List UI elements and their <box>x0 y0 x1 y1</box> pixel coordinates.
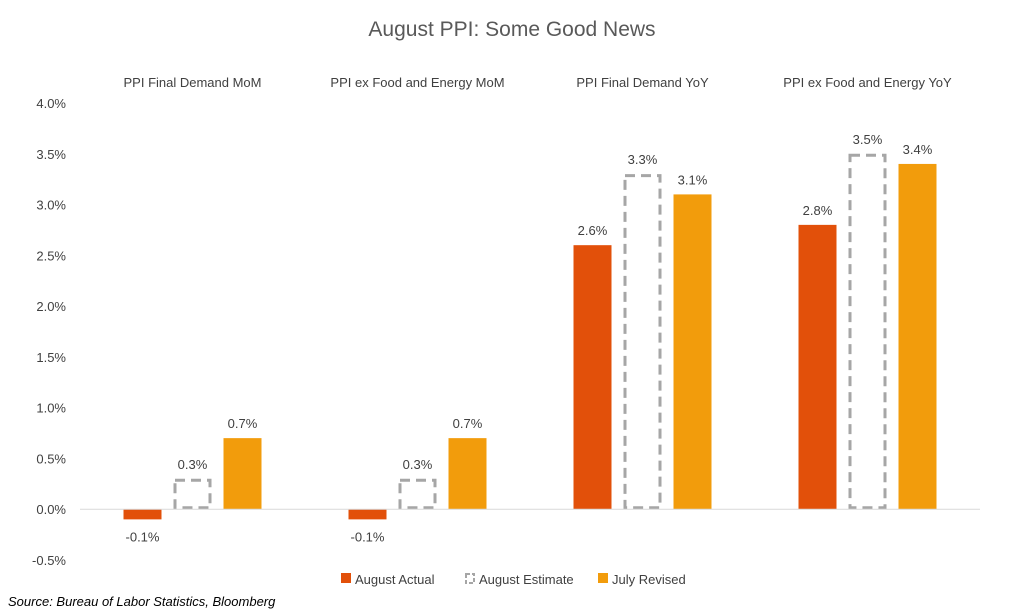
y-tick-label: 1.5% <box>36 350 66 365</box>
data-label: 2.8% <box>803 203 833 218</box>
data-label: 3.4% <box>903 142 933 157</box>
y-tick-label: 3.5% <box>36 147 66 162</box>
y-tick-label: 0.0% <box>36 502 66 517</box>
chart: August PPI: Some Good News -0.5% 0.0% 0.5%… <box>32 18 980 587</box>
bar-august-estimate <box>623 174 662 510</box>
bar-august-estimate <box>398 478 437 510</box>
y-tick-label: 1.0% <box>36 401 66 416</box>
data-label: -0.1% <box>126 529 160 544</box>
data-label: 0.3% <box>403 457 433 472</box>
data-label: 0.7% <box>228 416 258 431</box>
legend: August Actual August Estimate July Revised <box>341 572 686 587</box>
bar-august-actual <box>348 509 387 520</box>
category-labels: PPI Final Demand MoM PPI ex Food and Ener… <box>124 75 953 90</box>
data-label: -0.1% <box>351 529 385 544</box>
y-tick-label: 2.0% <box>36 299 66 314</box>
legend-label: August Estimate <box>479 572 574 587</box>
bar-july-revised <box>223 438 262 510</box>
bars <box>123 153 937 520</box>
data-label: 3.5% <box>853 132 883 147</box>
bar-august-estimate <box>173 478 212 510</box>
legend-swatch <box>598 573 608 583</box>
y-tick-label: 2.5% <box>36 248 66 263</box>
bar-july-revised <box>673 194 712 510</box>
y-tick-label: 3.0% <box>36 198 66 213</box>
bar-august-actual <box>573 245 612 510</box>
data-label: 3.1% <box>678 172 708 187</box>
data-label: 0.3% <box>178 457 208 472</box>
y-tick-label: 0.5% <box>36 451 66 466</box>
category-label: PPI ex Food and Energy MoM <box>330 75 504 90</box>
bar-august-actual <box>123 509 162 520</box>
category-label: PPI Final Demand MoM <box>124 75 262 90</box>
category-label: PPI ex Food and Energy YoY <box>783 75 952 90</box>
category-label: PPI Final Demand YoY <box>576 75 709 90</box>
legend-swatch <box>341 573 351 583</box>
bar-august-actual <box>798 224 837 510</box>
data-labels: -0.1% -0.1% 2.6% 2.8% 0.3% 0.3% 3.3% 3.5% 0.7% 0.… <box>126 132 933 545</box>
legend-swatch <box>465 573 475 584</box>
legend-label: August Actual <box>355 572 435 587</box>
bar-july-revised <box>448 438 487 510</box>
data-label: 2.6% <box>578 223 608 238</box>
y-tick-label: 4.0% <box>36 96 66 111</box>
legend-label: July Revised <box>612 572 686 587</box>
data-label: 3.3% <box>628 152 658 167</box>
source-note: Source: Bureau of Labor Statistics, Bloo… <box>8 594 276 609</box>
bar-july-revised <box>898 163 937 510</box>
y-axis: -0.5% 0.0% 0.5% 1.0% 1.5% 2.0% 2.5% 3.0% 3.5% 4.0… <box>32 96 66 568</box>
chart-title: August PPI: Some Good News <box>368 18 655 41</box>
bar-august-estimate <box>848 153 887 510</box>
y-tick-label: -0.5% <box>32 553 66 568</box>
data-label: 0.7% <box>453 416 483 431</box>
